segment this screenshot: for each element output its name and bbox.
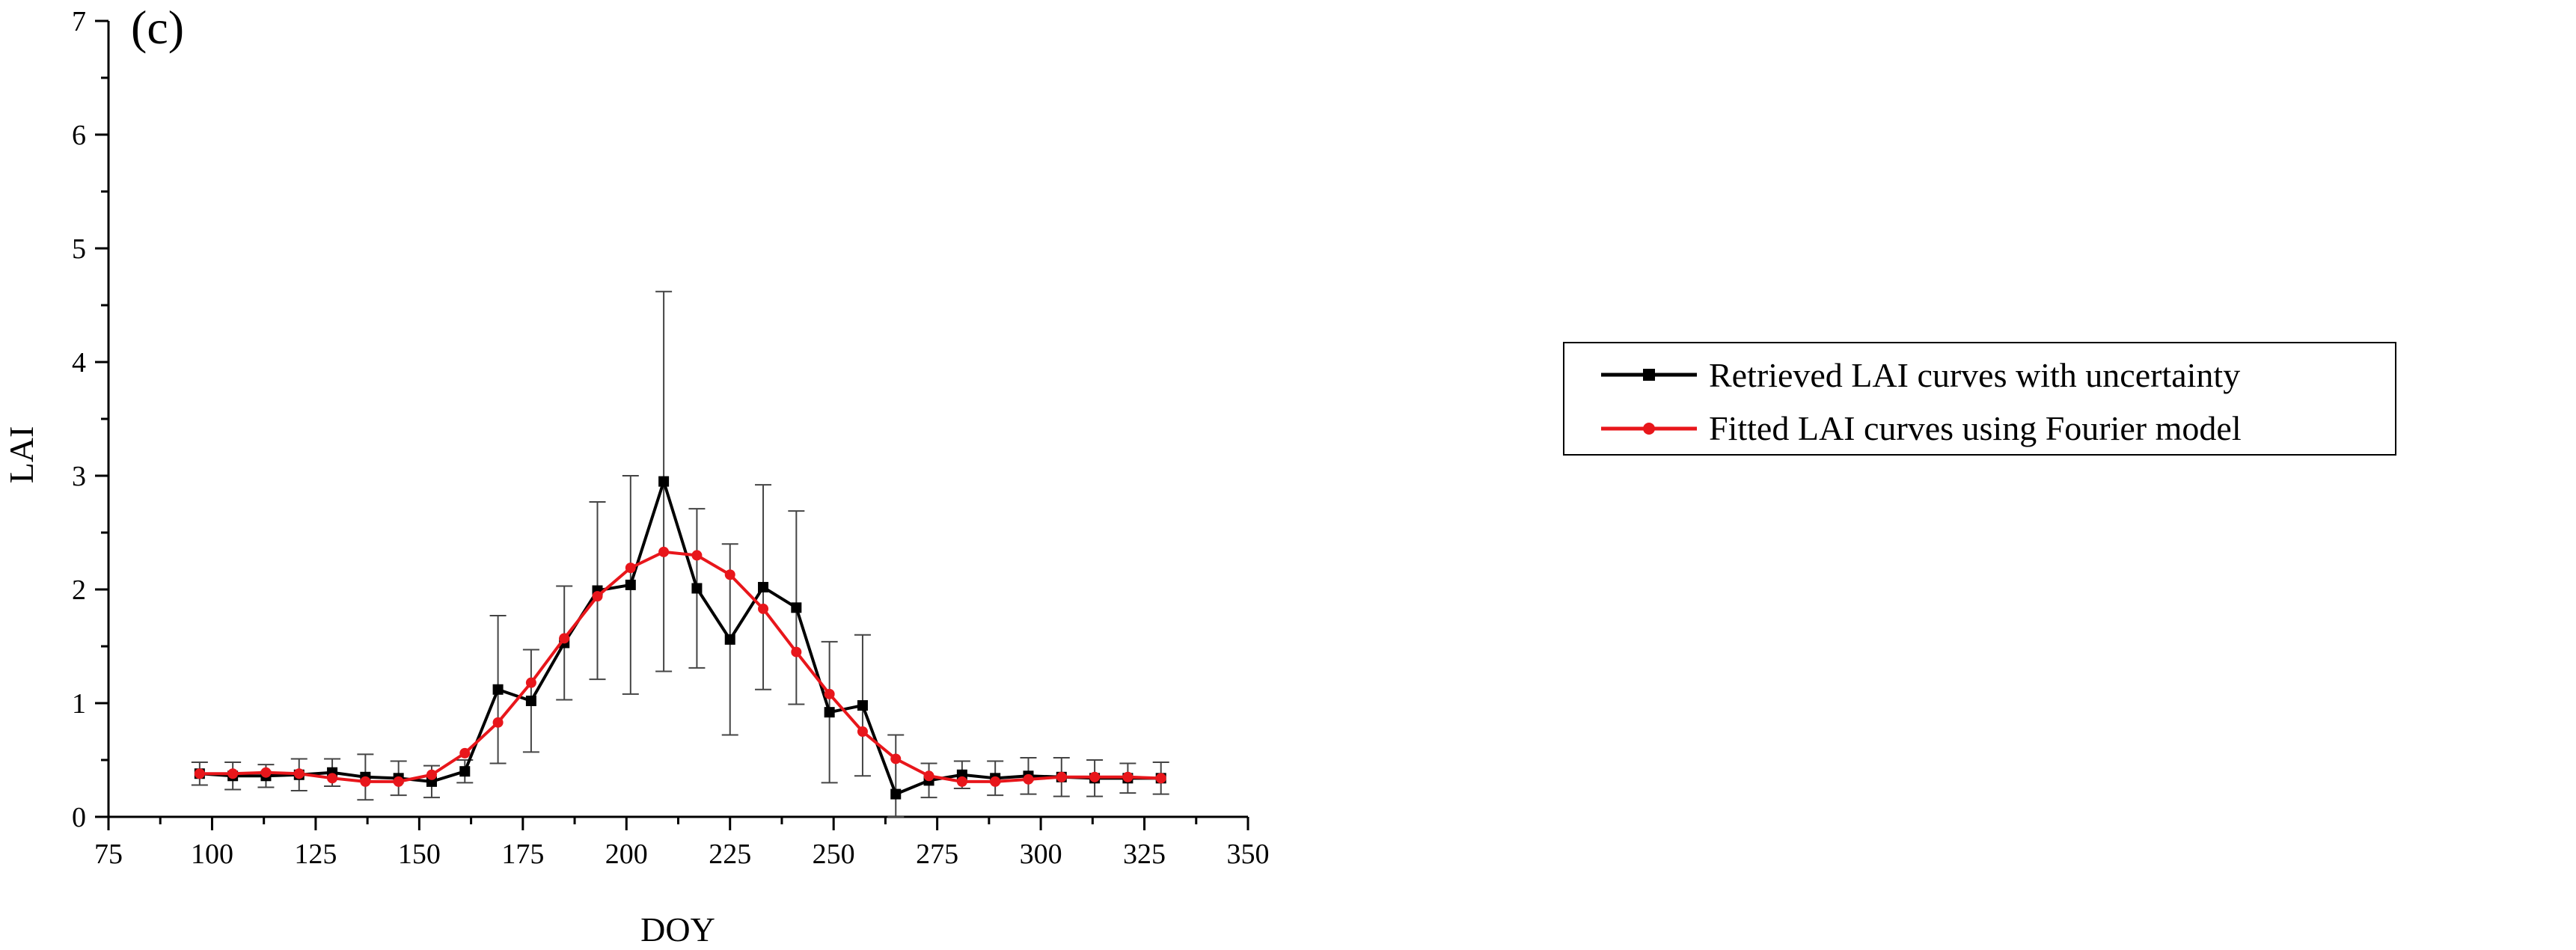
y-tick-label: 1: [72, 688, 86, 720]
data-point: [559, 633, 570, 644]
data-point: [1155, 773, 1166, 784]
y-axis-title: LAI: [2, 426, 40, 484]
data-point: [1023, 773, 1034, 785]
y-ticks: 0 1 2 3 4 5 6 7: [72, 6, 108, 833]
data-point: [492, 684, 504, 695]
data-point: [227, 768, 239, 779]
legend-label-fitted: Fitted LAI curves using Fourier model: [1709, 409, 2242, 447]
data-point: [890, 788, 902, 800]
x-tick-label: 325: [1123, 839, 1166, 870]
data-point: [758, 581, 769, 592]
axes: [107, 21, 1248, 818]
x-tick-label: 225: [709, 839, 751, 870]
data-point: [194, 768, 205, 779]
retrieved-line: [199, 479, 1161, 796]
x-tick-label: 300: [1020, 839, 1062, 870]
y-tick-label: 6: [72, 120, 86, 151]
series-layer: [191, 290, 1169, 818]
x-tick-label: 275: [916, 839, 958, 870]
x-tick-label: 175: [501, 839, 544, 870]
data-point: [525, 695, 536, 706]
data-point: [1122, 771, 1133, 782]
data-point: [459, 747, 471, 759]
y-tick-label: 3: [72, 461, 86, 492]
x-tick-label: 75: [94, 839, 123, 870]
data-point: [691, 550, 703, 561]
data-point: [492, 717, 504, 728]
data-point: [293, 768, 305, 779]
panel-label: (c): [131, 1, 184, 54]
data-point: [791, 602, 802, 613]
data-point: [890, 753, 902, 764]
y-tick-label: 0: [72, 802, 86, 833]
data-point: [691, 583, 703, 594]
legend-label-retrieved: Retrieved LAI curves with uncertainty: [1709, 356, 2240, 394]
data-point: [658, 546, 670, 557]
legend-marker-fitted: [1643, 423, 1655, 435]
error-bar: [887, 734, 905, 818]
data-point: [857, 700, 868, 711]
data-point: [857, 726, 868, 737]
data-point: [1089, 771, 1101, 782]
x-tick-label: 150: [398, 839, 441, 870]
x-axis-title: DOY: [640, 910, 715, 949]
data-point: [459, 766, 471, 777]
x-tick-label: 350: [1227, 839, 1270, 870]
data-point: [724, 569, 735, 580]
data-point: [1056, 771, 1067, 782]
y-tick-label: 7: [72, 6, 86, 37]
x-tick-label: 250: [813, 839, 855, 870]
fitted-line: [199, 550, 1161, 783]
data-point: [525, 677, 536, 688]
data-point: [393, 776, 404, 787]
y-tick-label: 5: [72, 233, 86, 265]
data-point: [791, 646, 802, 658]
data-point: [956, 776, 967, 787]
legend: Retrieved LAI curves with uncertainty Fi…: [1563, 342, 2396, 456]
data-point: [758, 603, 769, 614]
data-point: [327, 773, 338, 784]
data-point: [625, 579, 636, 590]
y-tick-label: 2: [72, 574, 86, 606]
x-ticks: 75 100 125 150 175 200 225 250 275 300 325 350: [94, 817, 1270, 870]
y-tick-label: 4: [72, 347, 86, 379]
series-fitted: [194, 546, 1166, 787]
data-point: [824, 688, 835, 699]
data-point: [923, 770, 934, 782]
x-tick-label: 125: [294, 839, 337, 870]
x-tick-label: 100: [191, 839, 233, 870]
data-point: [625, 563, 636, 574]
data-point: [990, 776, 1001, 787]
data-point: [426, 769, 437, 780]
data-point: [658, 476, 670, 487]
legend-box: [1563, 342, 2396, 456]
data-point: [824, 707, 835, 718]
legend-marker-retrieved: [1643, 369, 1655, 381]
data-point: [260, 767, 272, 778]
data-point: [592, 591, 603, 602]
data-point: [360, 776, 371, 787]
data-point: [724, 634, 735, 645]
x-tick-label: 200: [605, 839, 648, 870]
